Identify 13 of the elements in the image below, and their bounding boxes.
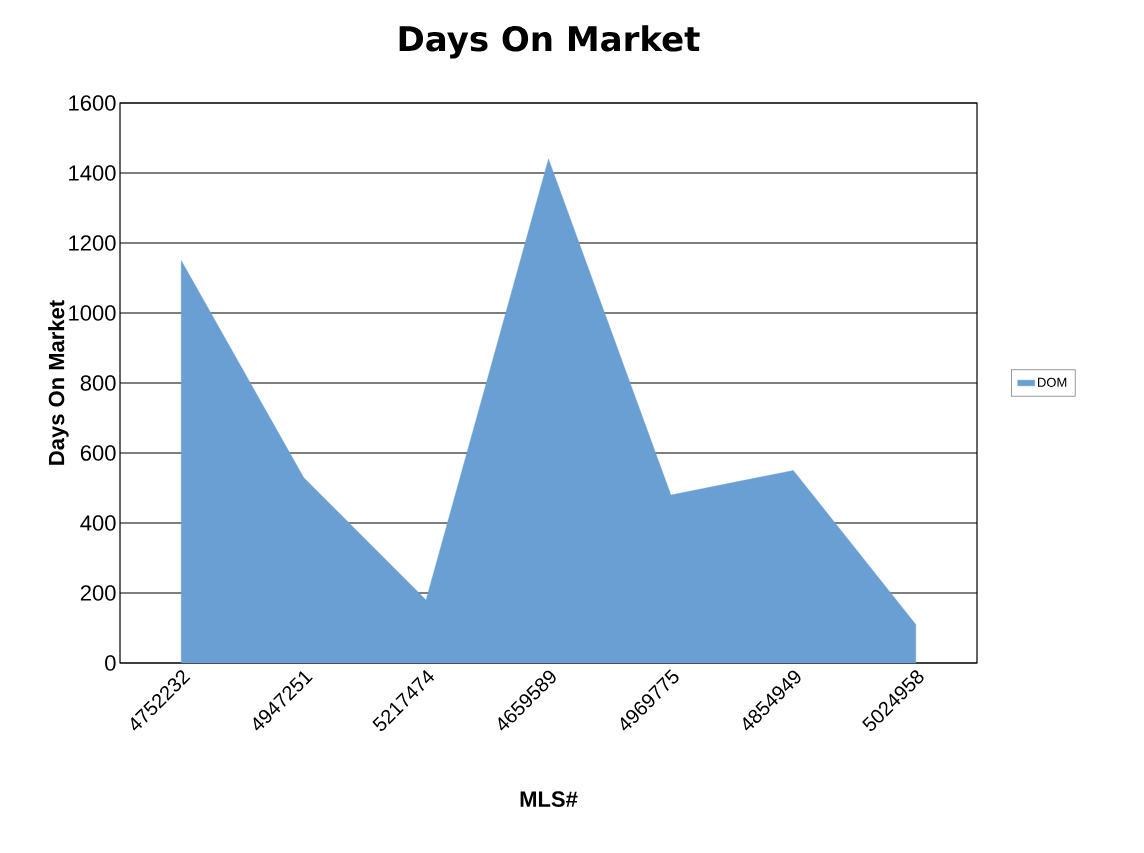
y-tick-label: 600 xyxy=(80,445,116,461)
x-axis-title: MLS# xyxy=(520,791,578,807)
chart-title: Days On Market xyxy=(399,25,700,59)
y-tick-label: 1200 xyxy=(69,235,116,251)
y-tick-label: 1000 xyxy=(69,305,116,321)
legend-label: DOM xyxy=(1038,377,1067,387)
y-tick-label: 200 xyxy=(80,585,116,601)
y-tick-label: 0 xyxy=(105,655,116,671)
y-tick-label: 800 xyxy=(80,375,116,391)
y-tick-label: 400 xyxy=(80,515,116,531)
y-tick-label: 1400 xyxy=(69,165,116,181)
y-tick-label: 1600 xyxy=(69,95,116,111)
y-axis-title: Days On Market xyxy=(48,300,69,465)
